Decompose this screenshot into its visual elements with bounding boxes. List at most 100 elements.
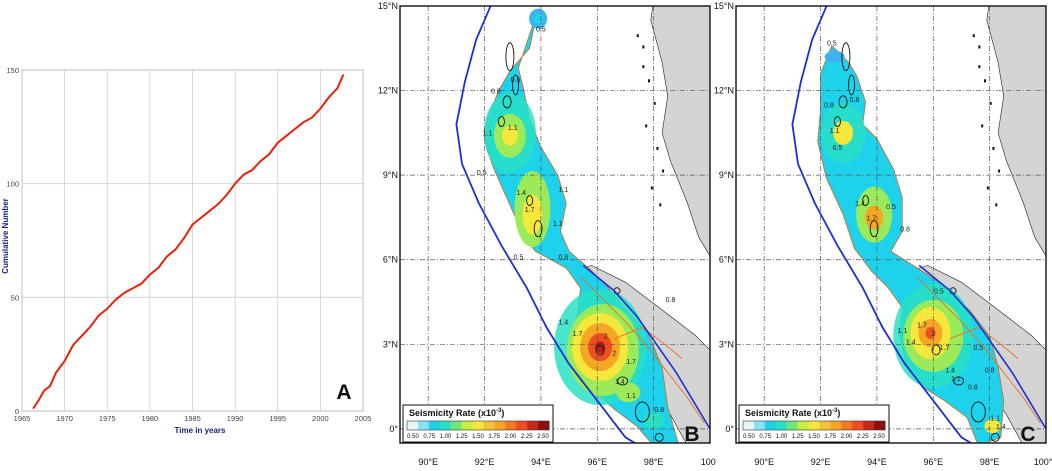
colorbar-title: Seismicity Rate (x10-3)	[745, 408, 840, 418]
colorbar-tick-label: 2.50	[873, 434, 885, 440]
colorbar-title: Seismicity Rate (x10-3)	[409, 408, 504, 418]
x-tick-label: 98°E	[980, 457, 1000, 467]
colorbar-swatch	[841, 421, 853, 430]
contour-label: 0.8	[985, 368, 995, 375]
y-tick-label: 50	[11, 293, 19, 302]
contour-label: 1.4	[855, 201, 865, 208]
contour-label: 2	[604, 334, 608, 341]
contour-label: 0.5	[827, 40, 837, 47]
colorbar-tick-label: 1.75	[824, 434, 836, 440]
contour-label: 0.8	[666, 297, 676, 304]
contour-label: 0.5	[477, 170, 487, 177]
colorbar-tick-label: 0.75	[759, 434, 771, 440]
colorbar-swatch	[516, 421, 528, 430]
colorbar-swatch	[417, 421, 430, 430]
contour-label: 1.7	[917, 322, 927, 329]
colorbar-swatch	[527, 421, 539, 430]
contour-label: 1.1	[626, 393, 636, 400]
coastline-fragments	[972, 34, 1001, 207]
contour-label: 0.8	[900, 227, 910, 234]
fault-trace	[580, 276, 705, 424]
colorbar-tick-label: 1.25	[792, 434, 804, 440]
contour-label: 1.1	[482, 131, 492, 138]
colorbar-swatch	[874, 421, 886, 430]
y-tick-label: 9°N	[719, 170, 734, 180]
contour-label: 0.5	[934, 289, 944, 296]
y-tick-label: 6°N	[383, 255, 398, 265]
colorbar-swatch	[819, 421, 831, 430]
colorbar-tick-label: 1.50	[472, 434, 484, 440]
contour-label: 0.5	[513, 255, 523, 262]
fault-line	[918, 264, 1046, 430]
y-tick-label: 100	[6, 180, 19, 189]
x-tick-label: 96°E	[587, 457, 607, 467]
colorbar-swatch	[538, 421, 550, 430]
y-tick-label: 6°N	[719, 255, 734, 265]
colorbar-tick-label: 1.00	[776, 434, 788, 440]
contour-label: 1.4	[615, 379, 625, 386]
seismicity-map-b: 90°E 92°E 94°E 96°E 98°E 100° 15°N 12°N 9°N 6°N 3°…	[378, 1, 716, 467]
contour-label: 1.1	[553, 221, 563, 228]
x-tick-label: 1990	[227, 414, 244, 423]
y-tick-label: 3°N	[719, 339, 734, 349]
colorbar-swatch	[494, 421, 506, 430]
colorbar-swatch	[428, 421, 441, 430]
x-tick-label: 1970	[56, 414, 73, 423]
y-tick-label: 12°N	[378, 86, 398, 96]
y-tick-label: 0	[15, 407, 19, 416]
colorbar-swatch	[505, 421, 517, 430]
colorbar-tick-label: 2.50	[537, 434, 549, 440]
contour-label: 1.4	[906, 339, 916, 346]
y-tick-label: 150	[6, 66, 19, 75]
contour-label: 1.1	[830, 128, 840, 135]
y-tick-label: 3°N	[383, 339, 398, 349]
colorbar-tick-label: 2.00	[505, 434, 517, 440]
contour-label: 1.7	[573, 331, 583, 338]
colorbar-swatch	[863, 421, 875, 430]
coastline-fragments	[636, 34, 665, 207]
x-tick-label: 2000	[312, 414, 329, 423]
contour-label: 0.5	[833, 145, 843, 152]
contour-label: 1.4	[996, 424, 1006, 431]
colorbar-tick-label: 1.00	[440, 434, 452, 440]
land-mainland	[986, 6, 1046, 257]
colorbar-tick-label: 2.25	[857, 434, 869, 440]
x-tick-label: 1985	[184, 414, 201, 423]
contour-label: 1.1	[951, 376, 961, 383]
x-tick-label: 1995	[269, 414, 286, 423]
x-tick-label: 90°E	[418, 457, 438, 467]
colorbar-swatch	[775, 421, 788, 430]
colorbar-tick-label: 1.25	[456, 434, 468, 440]
x-tick-label: 92°E	[475, 457, 495, 467]
colorbar-tick-label: 1.50	[808, 434, 820, 440]
contour-label: 1.1	[559, 187, 569, 194]
colorbar-tick-label: 0.75	[423, 434, 435, 440]
y-tick-label: 9°N	[383, 170, 398, 180]
x-tick-label: 1965	[14, 414, 31, 423]
colorbar-swatch	[764, 421, 777, 430]
contour-label: 0.8	[824, 102, 834, 109]
colorbar-tick-label: 0.50	[743, 434, 755, 440]
contour-labels: 0.50.50.50.50.81.11.11.41.70.81.11.11.41…	[477, 26, 676, 414]
colorbar-swatch	[472, 421, 484, 430]
colorbar-tick-label: 2.00	[841, 434, 853, 440]
x-tick-label: 94°E	[867, 457, 887, 467]
contour-label: 0.5	[536, 26, 546, 33]
contour-label: 0.8	[968, 384, 978, 391]
contour-label: 1.7	[940, 345, 950, 352]
fault-trace	[916, 276, 1041, 424]
x-axis-label: Time in years	[175, 426, 227, 435]
contour-label: 1.4	[559, 320, 569, 327]
panel-label: C	[1020, 423, 1035, 446]
land-mainland	[650, 6, 710, 257]
contour-label: 2	[612, 351, 616, 358]
contour-label: 0.8	[491, 88, 501, 95]
x-tick-label: 100°E	[1034, 457, 1052, 467]
colorbar-swatch	[743, 421, 755, 430]
colorbar-swatch	[830, 421, 842, 430]
contour-label: 0.5	[973, 345, 983, 352]
colorbar-swatch	[786, 421, 799, 430]
fault-trace	[614, 326, 683, 359]
contour-label: 0.5	[886, 204, 896, 211]
x-tick-label: 90°E	[754, 457, 774, 467]
